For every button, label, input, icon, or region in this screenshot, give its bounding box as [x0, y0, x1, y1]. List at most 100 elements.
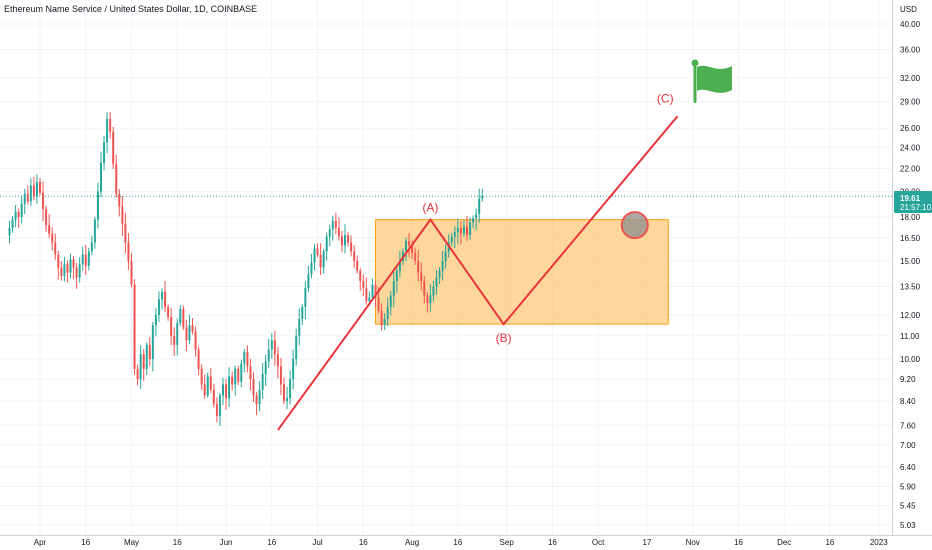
price-axis[interactable]: 5.03 5.45 5.90 6.40 7.00 7.60 8.40 9.20 10.00 11.… — [900, 20, 921, 530]
time-tick-label: Jun — [220, 538, 233, 547]
candle — [72, 256, 75, 280]
candle — [212, 383, 215, 408]
price-tick-label: 5.90 — [900, 482, 916, 491]
price-tick-label: 5.03 — [900, 521, 916, 530]
candle — [435, 269, 438, 295]
candle-body — [148, 344, 151, 359]
time-tick-label: Dec — [777, 538, 791, 547]
candle-body — [261, 373, 264, 390]
candle-body — [481, 196, 484, 199]
candle-body — [417, 260, 420, 273]
candle — [340, 230, 343, 252]
candle-body — [197, 349, 200, 369]
candle-body — [151, 325, 154, 359]
candle — [194, 326, 197, 357]
candle — [322, 248, 325, 274]
candle — [215, 397, 218, 423]
candle-body — [154, 314, 157, 326]
candle — [203, 374, 206, 400]
time-tick-label: 2023 — [870, 538, 888, 547]
candle-body — [243, 351, 246, 364]
candle-body — [225, 384, 228, 399]
candle-body — [75, 267, 78, 278]
price-tick-label: 40.00 — [900, 20, 921, 29]
candle-body — [11, 219, 14, 228]
candle-body — [325, 236, 328, 252]
candle-body — [389, 295, 392, 307]
candle-body — [453, 232, 456, 237]
range-zone — [375, 219, 669, 325]
candle — [228, 367, 231, 407]
candle-body — [212, 389, 215, 404]
candle — [234, 365, 237, 396]
candle-body — [426, 295, 429, 304]
chart-title: Ethereum Name Service / United States Do… — [4, 4, 257, 14]
candle — [8, 220, 11, 244]
candle — [304, 281, 307, 320]
candle-body — [289, 379, 292, 399]
candle — [441, 250, 444, 281]
price-tick-label: 10.00 — [900, 355, 921, 364]
candle-body — [374, 284, 377, 298]
wave-label-c: (C) — [657, 91, 674, 105]
candle — [469, 217, 472, 240]
candle — [151, 321, 154, 372]
candle-body — [472, 218, 475, 223]
candle — [145, 342, 148, 375]
candle — [14, 205, 17, 228]
candle-body — [246, 351, 249, 367]
candle — [475, 208, 478, 231]
candle-body — [411, 245, 414, 254]
candle — [197, 346, 200, 375]
candle-body — [405, 240, 407, 252]
candle-body — [462, 226, 465, 234]
candle — [432, 280, 435, 302]
candle — [261, 362, 264, 399]
candle-body — [115, 164, 118, 194]
candle-body — [298, 318, 301, 336]
candle-body — [398, 260, 401, 271]
countdown-timer: 21:57:10 — [900, 203, 932, 212]
price-tick-label: 12.00 — [900, 311, 921, 320]
candle-body — [84, 254, 87, 266]
candle — [225, 378, 228, 410]
candle-body — [57, 254, 60, 268]
candle-body — [48, 225, 51, 234]
candle-body — [51, 233, 54, 243]
price-tick-label: 7.00 — [900, 441, 916, 450]
candle — [252, 371, 255, 402]
candle — [450, 233, 453, 247]
wave-label-b: (B) — [496, 331, 512, 345]
candle-body — [121, 206, 124, 224]
candle-body — [310, 262, 313, 275]
candle-body — [32, 185, 35, 197]
candle — [54, 233, 57, 260]
candle — [264, 354, 267, 386]
candle — [23, 188, 26, 215]
candle — [466, 215, 468, 241]
candle-body — [322, 251, 325, 268]
candle — [365, 277, 368, 305]
candle-body — [42, 192, 45, 210]
candle — [109, 112, 112, 139]
candle — [124, 212, 127, 254]
price-tick-label: 36.00 — [900, 45, 921, 54]
candle — [237, 365, 240, 385]
candle — [96, 182, 99, 229]
candle-body — [109, 118, 112, 132]
candle — [75, 262, 78, 289]
candle-body — [438, 270, 441, 278]
candle — [170, 307, 173, 346]
time-tick-label: Nov — [686, 538, 700, 547]
candle — [423, 276, 426, 304]
candle — [112, 126, 115, 169]
time-axis[interactable]: Apr 16 May 16 Jun 16 Jul 16 Aug 16 Sep 16 Oct 17 Nov 16… — [34, 538, 888, 547]
candle-body — [215, 403, 218, 416]
candle-body — [328, 229, 331, 237]
time-tick-label: Oct — [592, 538, 605, 547]
price-tick-label: 29.00 — [900, 98, 921, 107]
candle-body — [96, 191, 99, 220]
candle-body — [209, 376, 212, 390]
candle-body — [182, 308, 185, 328]
